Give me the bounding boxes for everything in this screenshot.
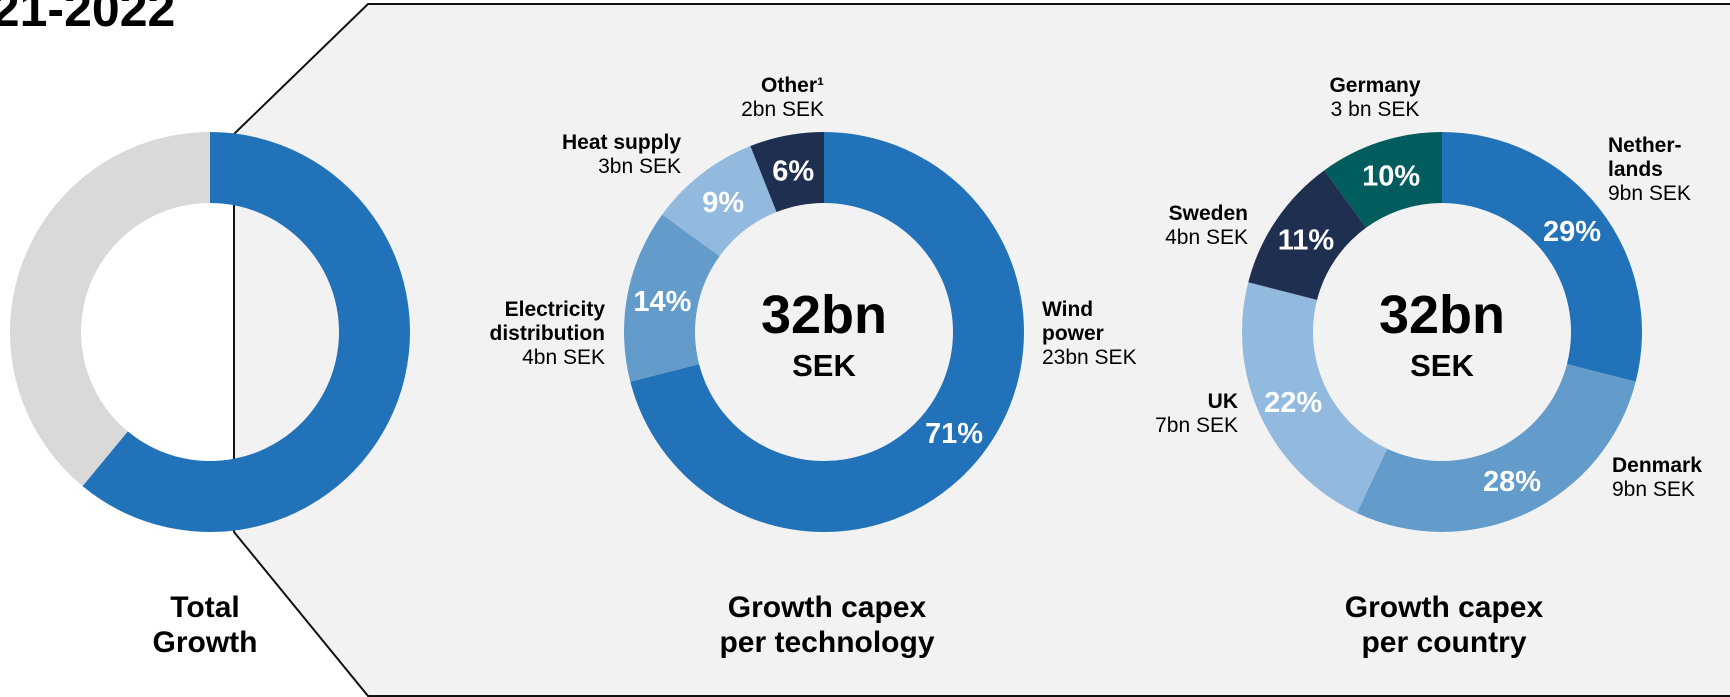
pct-label-sweden: 11% — [1278, 225, 1335, 257]
slice-label-netherlands: Nether- lands 9bn SEK — [1608, 134, 1691, 205]
pct-label-germany: 10% — [1362, 161, 1420, 193]
pct-label-nether-lands: 29% — [1543, 216, 1601, 248]
donut-slice-denmark — [1356, 364, 1636, 532]
country-caption: Growth capex per country — [1344, 591, 1544, 659]
donut-slice-sweden — [1248, 170, 1367, 300]
donut-per-country: 29% 28% 22% 11% 10% — [1241, 132, 1642, 532]
donut-total-growth — [9, 132, 411, 532]
page-title: 021-2022 — [0, 0, 176, 37]
pct-label-other: 6% — [772, 155, 814, 187]
pct-label-wind-power: 71% — [925, 418, 983, 450]
pct-label-denmark: 28% — [1483, 466, 1541, 498]
pct-label-heat-supply: 9% — [702, 187, 744, 219]
donut-per-technology: 71% 14% 9% 6% — [624, 132, 1024, 532]
tech-center-value: 32bn — [760, 285, 888, 345]
tech-caption: Growth capex per technology — [719, 591, 935, 659]
donut-slice-wind-power — [630, 132, 1024, 532]
slice-label-germany: Germany 3 bn SEK — [1329, 74, 1421, 121]
slice-label-heat-supply: Heat supply 3bn SEK — [561, 131, 681, 178]
country-center-value: 32bn — [1378, 285, 1506, 345]
donut-slice-other — [750, 132, 824, 213]
slice-label-other: Other¹ 2bn SEK — [741, 74, 824, 121]
donut-slice-slice-0 — [82, 132, 411, 532]
donut-slice-uk — [1241, 282, 1388, 513]
slice-label-uk: UK 7bn SEK — [1155, 390, 1238, 437]
total-growth-caption: Total Growth — [152, 591, 258, 659]
country-center-unit: SEK — [1410, 348, 1474, 383]
slice-label-electricity-distribution: Electricity distribution 4bn SEK — [489, 298, 605, 369]
donut-slice-slice-1 — [9, 132, 210, 487]
pct-label-electricity-distribution: 14% — [633, 286, 691, 318]
donut-slice-heat-supply — [662, 146, 777, 257]
slice-label-sweden: Sweden 4bn SEK — [1165, 202, 1248, 249]
donut-slice-nether-lands — [1442, 132, 1642, 382]
tech-center-unit: SEK — [792, 348, 856, 383]
donut-slice-germany — [1324, 132, 1442, 228]
slice-label-wind-power: Wind power 23bn SEK — [1042, 298, 1137, 369]
slice-label-denmark: Denmark 9bn SEK — [1612, 454, 1702, 501]
donut-slice-electricity-distribution — [624, 214, 720, 382]
pct-label-uk: 22% — [1264, 387, 1322, 419]
